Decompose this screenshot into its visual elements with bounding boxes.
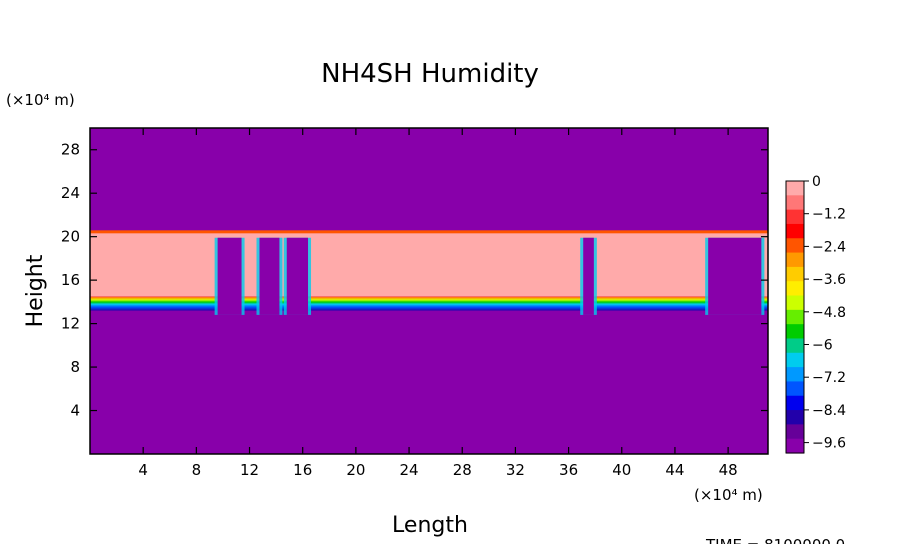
colorbar-swatch <box>786 181 804 196</box>
colorbar-tick-label: −4.8 <box>812 305 846 321</box>
chart-title: NH4SH Humidity <box>321 59 539 89</box>
colorbar-tick-label: −9.6 <box>812 436 846 452</box>
colorbar-tick-label: −1.2 <box>812 207 846 223</box>
colorbar-swatch <box>786 281 804 297</box>
colorbar: 0 −1.2 −2.4 −3.6 −4.8 −6 −7.2 −8.4 −9.6 <box>785 174 846 454</box>
x-tick-label: 16 <box>293 461 312 479</box>
colorbar-swatch <box>786 209 804 225</box>
heatmap-field <box>90 128 768 454</box>
colorbar-swatch <box>786 438 804 454</box>
transition-layer <box>90 296 768 311</box>
y-axis-label: Height <box>23 254 48 327</box>
dry-column <box>708 237 762 315</box>
colorbar-swatch <box>786 223 804 239</box>
time-label: TIME = 8100000.0 <box>705 536 845 544</box>
saturated-layer <box>90 232 768 297</box>
x-tick-label: 24 <box>400 461 419 479</box>
dry-column <box>259 237 280 315</box>
colorbar-swatch <box>786 252 804 268</box>
y-tick-label: 28 <box>61 141 80 159</box>
dry-column <box>286 237 309 315</box>
colorbar-tick-label: −7.2 <box>812 370 846 386</box>
dry-column <box>217 237 242 315</box>
x-axis-label: Length <box>392 513 468 538</box>
y-tick-label: 8 <box>70 358 80 376</box>
x-tick-label: 48 <box>719 461 738 479</box>
colorbar-swatch <box>786 410 804 425</box>
y-tick-label: 20 <box>61 228 80 246</box>
colorbar-swatch <box>786 424 804 440</box>
colorbar-tick-label: 0 <box>812 174 821 190</box>
colorbar-swatch <box>786 367 804 383</box>
colorbar-swatch <box>786 352 804 368</box>
colorbar-swatch <box>786 324 804 340</box>
y-tick-label: 4 <box>70 402 80 420</box>
x-tick-label: 20 <box>346 461 365 479</box>
colorbar-swatch <box>786 309 804 325</box>
colorbar-swatch <box>786 195 804 211</box>
colorbar-swatch <box>786 238 804 254</box>
x-tick-label: 4 <box>138 461 148 479</box>
colorbar-swatch <box>786 295 804 311</box>
y-tick-label: 16 <box>61 271 80 289</box>
y-tick-label: 24 <box>61 184 80 202</box>
colorbar-frame <box>785 180 805 454</box>
layer-top-edge <box>90 230 768 234</box>
y-axis: 4 8 12 16 20 24 28 <box>61 141 768 420</box>
colorbar-swatch <box>786 338 804 354</box>
y-tick-label: 12 <box>61 315 80 333</box>
colorbar-swatch <box>786 381 804 397</box>
colorbar-tick-label: −3.6 <box>812 272 846 288</box>
colorbar-tick-label: −8.4 <box>812 403 846 419</box>
colorbar-tick-label: −2.4 <box>812 239 846 255</box>
x-tick-label: 8 <box>192 461 202 479</box>
x-axis: 4 8 12 16 20 24 28 32 36 40 44 48 <box>138 128 738 479</box>
colorbar-swatch <box>786 266 804 282</box>
x-tick-label: 44 <box>665 461 684 479</box>
dry-column <box>583 237 594 315</box>
x-tick-label: 36 <box>559 461 578 479</box>
x-tick-label: 28 <box>453 461 472 479</box>
x-tick-label: 40 <box>612 461 631 479</box>
x-tick-label: 32 <box>506 461 525 479</box>
colorbar-swatch <box>786 395 804 411</box>
x-axis-unit: (×10⁴ m) <box>694 486 763 504</box>
x-tick-label: 12 <box>240 461 259 479</box>
y-axis-unit: (×10⁴ m) <box>6 91 75 109</box>
colorbar-tick-label: −6 <box>812 338 833 354</box>
plot-frame <box>89 127 769 455</box>
